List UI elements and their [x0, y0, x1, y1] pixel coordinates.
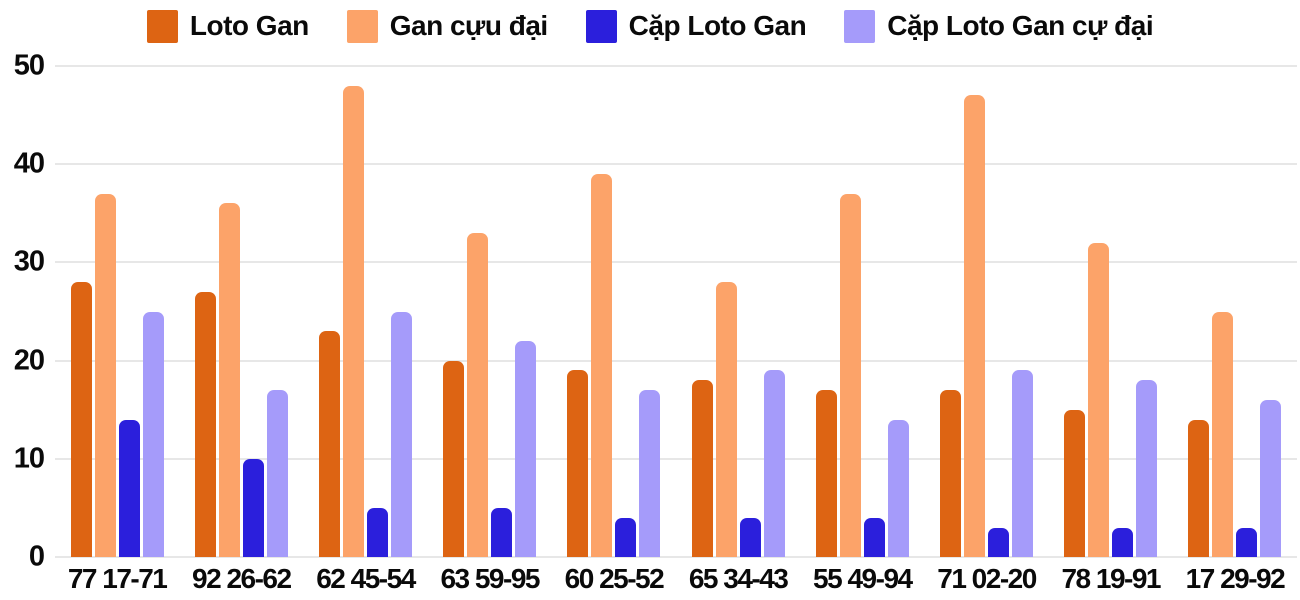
bar-series-3	[367, 507, 388, 557]
x-axis-category-label: 65 34-43	[688, 563, 789, 594]
x-axis-category-label: 63 59-95	[440, 563, 540, 594]
legend-item-series-1: Loto Gan	[146, 9, 309, 43]
bar-series-2	[839, 193, 861, 557]
bar-series-4	[391, 311, 412, 557]
bar-group-7	[800, 66, 924, 557]
bar-series-2	[1212, 311, 1234, 557]
y-axis-tick-label: 40	[13, 147, 45, 180]
bar-series-4	[887, 419, 909, 557]
legend-item-series-3: Cặp Loto Gan	[585, 9, 807, 43]
bar-series-3	[242, 458, 264, 557]
bar-series-2	[964, 95, 986, 557]
legend-swatch-icon	[585, 9, 617, 43]
bar-series-1	[691, 380, 713, 557]
bar-series-1	[194, 291, 216, 557]
bar-series-4	[515, 340, 537, 557]
legend-label: Loto Gan	[189, 10, 309, 41]
y-axis-tick-label: 20	[13, 344, 45, 377]
bar-series-1	[815, 390, 837, 557]
bar-series-2	[218, 203, 240, 557]
bar-group-9	[1049, 66, 1173, 557]
y-axis-tick-label: 10	[13, 442, 45, 475]
bar-series-1	[567, 370, 589, 557]
x-axis-category-label: 55 49-94	[813, 563, 913, 594]
legend-item-series-4: Cặp Loto Gan cự đại	[844, 9, 1154, 43]
bar-series-3	[491, 507, 513, 557]
legend-label: Cặp Loto Gan cự đại	[887, 10, 1154, 41]
bar-series-4	[763, 370, 785, 557]
x-axis-category-label: 92 26-62	[192, 563, 292, 594]
bar-group-4	[428, 66, 552, 557]
bar-series-2	[591, 174, 613, 557]
legend-item-series-2: Gan cựu đại	[346, 9, 548, 43]
bar-series-1	[443, 360, 465, 557]
bar-group-1	[55, 66, 179, 557]
bar-group-2	[179, 66, 303, 557]
x-axis-category-label: 71 02-20	[937, 563, 1037, 594]
bar-series-1	[1188, 419, 1210, 557]
bar-series-2	[94, 193, 116, 557]
bar-series-4	[1012, 370, 1034, 557]
bar-series-3	[1236, 527, 1258, 557]
bar-series-2	[715, 282, 737, 557]
bar-series-4	[639, 390, 661, 557]
bar-series-1	[940, 390, 962, 557]
gridline-0	[55, 556, 1297, 558]
bar-group-5	[552, 66, 676, 557]
bar-series-3	[118, 419, 140, 557]
bar-series-4	[1260, 399, 1282, 557]
bar-series-2	[467, 232, 489, 557]
bar-groups	[55, 66, 1297, 557]
x-axis-labels: 77 17-71 92 26-62 62 45-54 63 59-95 60 25-52…	[55, 560, 1297, 600]
gridline-50	[55, 65, 1297, 67]
bar-group-6	[676, 66, 800, 557]
y-axis-labels: 0 10 20 30 40 50	[0, 50, 48, 573]
bar-series-1	[319, 331, 340, 557]
bar-series-3	[739, 517, 761, 557]
gridlines	[55, 65, 1297, 558]
bar-series-3	[863, 517, 885, 557]
legend-label: Gan cựu đại	[389, 10, 548, 41]
bar-series-1	[70, 282, 92, 557]
x-axis-category-label: 60 25-52	[564, 563, 665, 594]
legend-swatch-icon	[146, 9, 178, 43]
bar-series-2	[1088, 242, 1110, 557]
y-axis-tick-label: 0	[28, 540, 45, 573]
x-axis-category-label: 17 29-92	[1185, 563, 1286, 594]
gridline-20	[55, 359, 1297, 362]
legend-swatch-icon	[346, 9, 378, 43]
bar-series-4	[266, 390, 288, 557]
legend-label: Cặp Loto Gan	[628, 10, 807, 41]
x-axis-category-label: 62 45-54	[316, 563, 416, 594]
bar-series-2	[343, 85, 364, 557]
bar-series-1	[1064, 409, 1086, 557]
bar-series-3	[1112, 527, 1134, 557]
bar-series-3	[615, 517, 637, 557]
gridline-40	[55, 163, 1297, 166]
legend: Loto Gan Gan cựu đại Cặp Loto Gan Cặp Loto …	[0, 4, 1300, 48]
bar-series-3	[988, 527, 1010, 557]
gridline-30	[55, 261, 1297, 264]
plot-area	[55, 65, 1297, 558]
gridline-10	[55, 457, 1297, 460]
bar-series-4	[142, 311, 164, 557]
x-axis-category-label: 78 19-91	[1061, 563, 1161, 594]
legend-swatch-icon	[844, 9, 876, 43]
bar-series-4	[1136, 380, 1158, 557]
bar-group-3	[303, 66, 427, 557]
y-axis-tick-label: 50	[13, 49, 45, 82]
bar-group-10	[1173, 66, 1297, 557]
bar-group-8	[924, 66, 1048, 557]
y-axis-tick-label: 30	[13, 245, 45, 278]
x-axis-category-label: 77 17-71	[67, 563, 168, 594]
